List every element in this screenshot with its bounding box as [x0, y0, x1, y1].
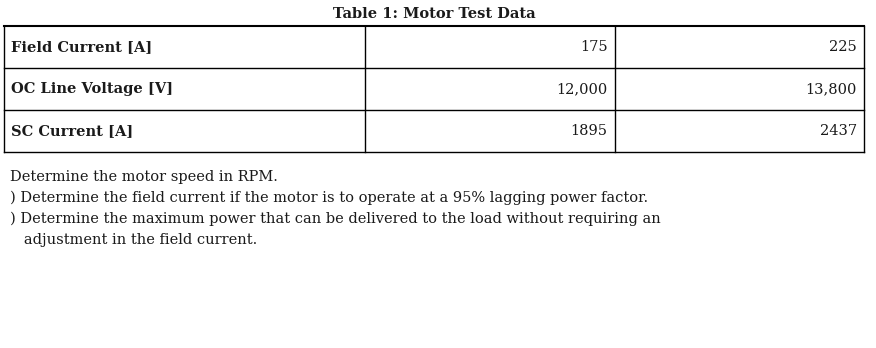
Text: 1895: 1895 [570, 124, 608, 138]
Text: Table 1: Motor Test Data: Table 1: Motor Test Data [333, 7, 535, 21]
Text: 2437: 2437 [820, 124, 857, 138]
Text: ) Determine the field current if the motor is to operate at a 95% lagging power : ) Determine the field current if the mot… [10, 191, 648, 205]
Text: 175: 175 [580, 40, 608, 54]
Text: Field Current [A]: Field Current [A] [11, 40, 152, 54]
Text: 12,000: 12,000 [556, 82, 608, 96]
Text: adjustment in the field current.: adjustment in the field current. [10, 233, 258, 247]
Text: 225: 225 [830, 40, 857, 54]
Text: 13,800: 13,800 [806, 82, 857, 96]
Text: SC Current [A]: SC Current [A] [11, 124, 133, 138]
Text: OC Line Voltage [V]: OC Line Voltage [V] [11, 82, 173, 96]
Text: ) Determine the maximum power that can be delivered to the load without requirin: ) Determine the maximum power that can b… [10, 212, 661, 227]
Text: Determine the motor speed in RPM.: Determine the motor speed in RPM. [10, 170, 278, 184]
